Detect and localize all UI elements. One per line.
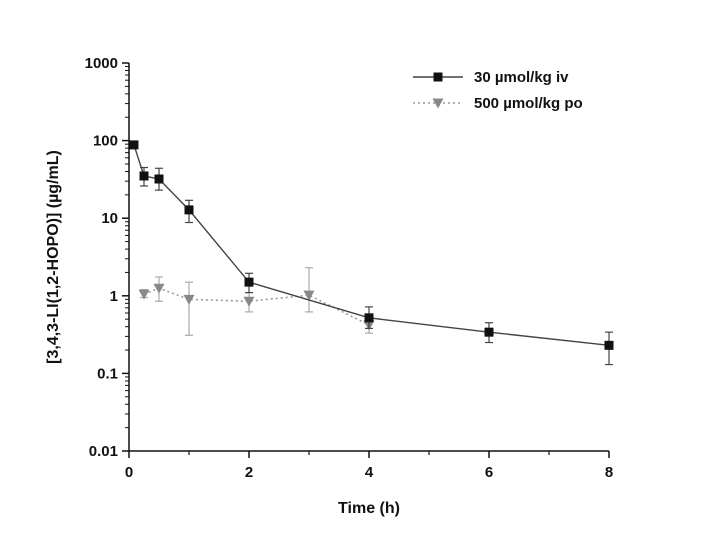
- x-ticks: 0 2 4 6 8: [125, 451, 613, 481]
- legend-label: 30 µmol/kg iv: [474, 69, 569, 86]
- data-point: [244, 277, 254, 287]
- legend-marker: [432, 98, 444, 109]
- data-point: [138, 289, 150, 300]
- x-tick-label: 2: [245, 464, 253, 481]
- y-ticks: 0.01 0.1 1 10 100 1000: [85, 55, 129, 460]
- y-tick-label: 0.1: [97, 365, 118, 382]
- y-tick-label: 100: [93, 133, 118, 150]
- y-tick-label: 1000: [85, 55, 118, 72]
- y-tick-label: 0.01: [89, 443, 118, 460]
- series-iv: [129, 140, 614, 366]
- data-point: [184, 205, 194, 215]
- series-line: [143, 287, 370, 326]
- x-tick-label: 4: [365, 464, 374, 481]
- x-tick-label: 8: [605, 464, 613, 481]
- series-layer: [129, 140, 614, 366]
- legend-label: 500 µmol/kg po: [474, 95, 583, 112]
- y-axis-label: [3,4,3-LI(1,2-HOPO)] (µg/mL): [45, 150, 62, 364]
- data-point: [243, 296, 255, 307]
- x-tick-label: 0: [125, 464, 133, 481]
- y-tick-label: 1: [110, 288, 118, 305]
- series-po: [138, 267, 375, 336]
- x-axis-label: Time (h): [338, 500, 400, 517]
- data-point: [364, 313, 374, 323]
- data-point: [183, 294, 195, 305]
- data-point: [604, 340, 614, 350]
- data-point: [303, 290, 315, 301]
- legend: 30 µmol/kg iv 500 µmol/kg po: [413, 69, 583, 112]
- plot-axes: [128, 63, 609, 452]
- x-tick-label: 6: [485, 464, 493, 481]
- data-point: [153, 283, 165, 294]
- legend-item: 30 µmol/kg iv: [413, 69, 569, 86]
- legend-marker: [433, 72, 443, 82]
- data-point: [129, 140, 139, 150]
- legend-item: 500 µmol/kg po: [413, 95, 583, 112]
- y-tick-label: 10: [101, 210, 118, 227]
- data-point: [139, 171, 149, 181]
- data-point: [484, 327, 494, 337]
- data-point: [154, 174, 164, 184]
